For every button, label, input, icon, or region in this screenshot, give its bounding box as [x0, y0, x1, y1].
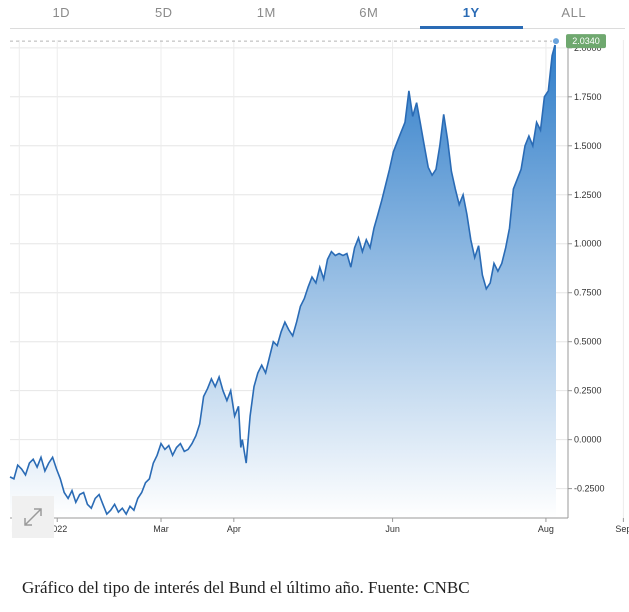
y-tick-label: 1.0000	[574, 239, 602, 249]
x-tick-label: Sep	[615, 524, 629, 534]
tab-6m[interactable]: 6M	[359, 5, 379, 20]
tab-all[interactable]: ALL	[561, 5, 587, 20]
x-tick-label: Apr	[227, 524, 241, 534]
last-value-badge	[566, 34, 606, 49]
y-tick-label: 0.5000	[574, 337, 602, 347]
x-tick-label: Mar	[153, 524, 169, 534]
tab-1m[interactable]: 1M	[256, 5, 276, 20]
last-value-label: 2.0340	[572, 36, 600, 46]
y-tick-label: 1.5000	[574, 141, 602, 151]
time-range-tabs: 1D 5D 1M 6M 1Y ALL	[10, 0, 625, 29]
y-axis: 2.00001.75001.50001.25001.00000.75000.50…	[567, 40, 605, 518]
y-tick-label: 1.2500	[574, 190, 602, 200]
yield-line	[9, 40, 557, 516]
y-tick-label: -0.2500	[574, 484, 605, 494]
y-tick-label: 1.7500	[574, 92, 602, 102]
yield-area-fill	[10, 41, 556, 518]
x-tick-label: 2022	[47, 524, 67, 534]
bund-yield-chart: 2.00001.75001.50001.25001.00000.75000.50…	[9, 34, 629, 534]
last-value-dot	[552, 37, 560, 46]
y-tick-label: 0.2500	[574, 386, 602, 396]
tab-1d[interactable]: 1D	[52, 5, 71, 20]
expand-icon	[24, 508, 42, 526]
last-value-marker: 2.0340	[10, 34, 606, 49]
y-tick-label: 0.7500	[574, 288, 602, 298]
x-tick-label: Jun	[385, 524, 400, 534]
expand-chart-button[interactable]	[12, 496, 54, 538]
chart-caption: Gráfico del tipo de interés del Bund el …	[22, 578, 470, 597]
chart-area-layer	[9, 40, 557, 518]
tab-1y[interactable]: 1Y	[420, 0, 523, 29]
x-axis: Nov2022MarAprJunAugSep	[10, 517, 629, 534]
y-tick-label: 0.0000	[574, 435, 602, 445]
tab-5d[interactable]: 5D	[154, 5, 173, 20]
x-tick-label: Aug	[538, 524, 554, 534]
